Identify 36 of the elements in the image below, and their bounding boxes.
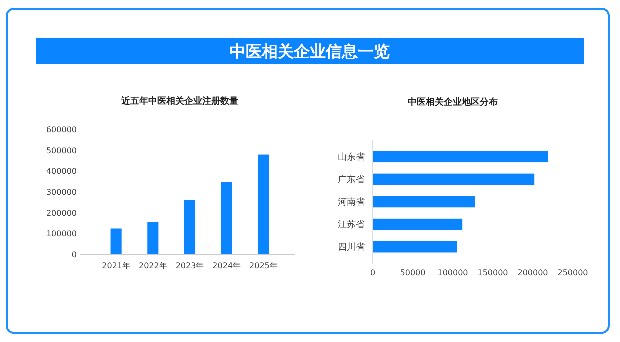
x-tick-label: 0 [370,268,376,278]
x-tick-label: 200000 [518,268,548,278]
x-tick-label: 250000 [558,268,588,278]
y-tick-label: 河南省 [338,196,365,208]
y-tick-label: 200000 [46,208,77,218]
y-tick-label: 山东省 [338,152,365,163]
x-tick-label: 2022年 [138,262,168,271]
bar [373,218,463,230]
y-tick-label: 广东省 [338,174,365,186]
x-tick-label: 2024年 [212,262,242,271]
chart-title: 近五年中医相关企业注册数量 [120,96,238,107]
bar [258,154,270,255]
y-tick-label: 100000 [46,230,77,239]
chart-title: 中医相关企业地区分布 [408,97,498,108]
x-tick-label: 100000 [438,268,468,278]
x-tick-label: 2021年 [102,262,130,271]
y-tick-label: 300000 [46,188,77,198]
text: 中医相关企业信息一览 [230,42,390,61]
bar [184,200,196,255]
bar [373,151,548,163]
bar [373,196,476,208]
x-tick-label: 2023年 [176,262,204,271]
bar [110,228,122,255]
x-tick-label: 150000 [478,268,508,278]
x-tick-label: 50000 [400,268,426,278]
bar [373,174,535,186]
bar [221,182,232,255]
y-tick-label: 400000 [46,167,77,176]
y-tick-label: 江苏省 [338,219,365,230]
x-tick-label: 2025年 [250,262,278,271]
y-tick-label: 四川省 [338,242,365,253]
y-tick-label: 500000 [46,146,77,156]
bar [373,241,457,253]
y-tick-label: 600000 [46,126,77,135]
y-tick-label: 0 [72,250,77,260]
bar [148,222,159,255]
